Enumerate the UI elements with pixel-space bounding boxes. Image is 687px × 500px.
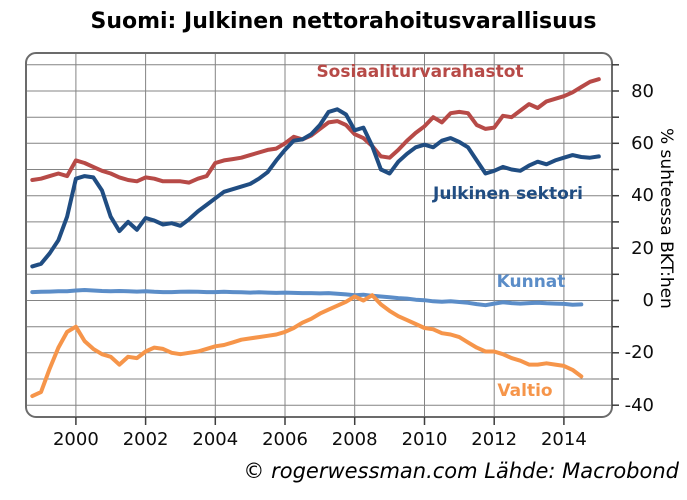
y-tick-label: -20 <box>624 342 654 364</box>
x-tick-label: 2000 <box>52 429 99 450</box>
x-tick-label: 2002 <box>122 429 169 450</box>
series-label-valtio: Valtio <box>497 381 553 401</box>
y-tick-label: 60 <box>631 132 654 154</box>
y-tick-label: -40 <box>624 394 654 416</box>
x-tick-label: 2014 <box>540 429 587 450</box>
y-tick-label: 20 <box>631 237 654 259</box>
y-axis-title: % suhteessa BKT:hen <box>656 128 676 309</box>
y-tick-label: 40 <box>631 185 654 207</box>
series-label-julkinen-sektori: Julkinen sektori <box>432 184 584 204</box>
y-tick-label: 80 <box>631 80 654 102</box>
series-label-sosiaaliturvarahastot: Sosiaaliturvarahastot <box>316 62 524 82</box>
x-tick-label: 2004 <box>192 429 239 450</box>
x-tick-label: 2006 <box>262 429 308 450</box>
x-tick-label: 2010 <box>401 429 448 450</box>
y-tick-label: 0 <box>642 290 654 311</box>
series-label-kunnat: Kunnat <box>496 272 566 292</box>
x-tick-label: 2012 <box>471 429 518 450</box>
chart-title: Suomi: Julkinen nettorahoitusvarallisuus <box>90 9 597 34</box>
x-tick-label: 2008 <box>331 429 378 450</box>
source-attribution: © rogerwessman.com Lähde: Macrobond <box>243 459 679 483</box>
